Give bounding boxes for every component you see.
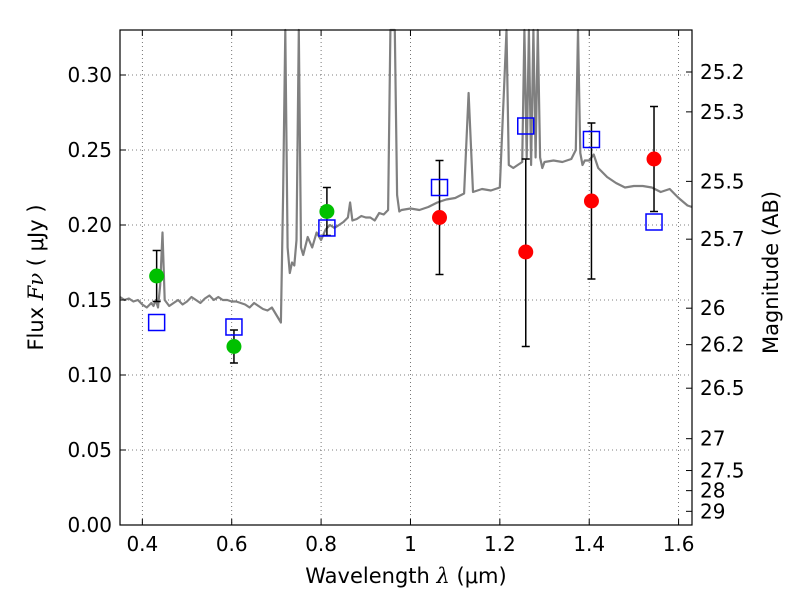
model-flux-square	[225, 318, 243, 336]
mag-tick-label: 25.5	[700, 169, 745, 193]
observed-flux-point	[319, 204, 335, 219]
mag-tick-label: 26	[700, 296, 725, 320]
markers-layer	[147, 117, 663, 354]
model-flux-square	[147, 313, 166, 332]
x-axis-label-symbol: λ	[436, 564, 450, 588]
mag-tick-label: 25.7	[700, 227, 745, 251]
observed-flux-point	[149, 268, 165, 284]
y-tick-label: 0.05	[67, 438, 112, 462]
x-tick-label: 1.6	[663, 532, 695, 556]
grid	[120, 30, 692, 526]
mag-tick-label: 27.5	[700, 459, 745, 483]
mag-tick-label: 29	[700, 499, 725, 523]
model-flux-square	[318, 219, 336, 237]
y-tick-label: 0.15	[67, 288, 112, 312]
model-flux-square	[517, 117, 535, 135]
mag-tick-label: 27	[700, 427, 725, 451]
x-tick-label: 0.8	[305, 532, 337, 556]
mag-tick-label: 25.3	[700, 100, 745, 124]
y-tick-label: 0.30	[67, 63, 112, 87]
plot-frame	[119, 29, 693, 526]
y-tick-label: 0.25	[67, 138, 112, 162]
mag-tick-label: 25.2	[700, 60, 745, 84]
observed-flux-point	[583, 193, 599, 209]
model-spectrum-line	[119, 28, 693, 324]
observed-flux-point	[432, 210, 448, 225]
observed-flux-point	[646, 151, 662, 167]
model-spectrum-layer	[119, 28, 693, 324]
mag-tick-label: 28	[700, 479, 725, 503]
y-axis-label-prefix: Flux	[24, 300, 48, 350]
mag-tick-label: 26.5	[700, 376, 745, 400]
ticks-layer: 0.4 0.6 0.8 1 1.2 1.4 1.6 0.00 0.05 0.10 0.15 0.20 0…	[67, 30, 745, 556]
x-tick-label: 0.4	[126, 532, 158, 556]
x-tick-label: 1.2	[484, 532, 516, 556]
y-axis-label-unit: ( μJy )	[24, 204, 48, 272]
y-axis-label-symbol: Fν	[24, 273, 48, 302]
x-axis-label: Wavelength λ (μm)	[305, 564, 506, 588]
y2-axis-label: Magnitude (AB)	[759, 191, 783, 354]
model-flux-square	[582, 130, 601, 149]
y-tick-label: 0.10	[67, 363, 112, 387]
x-tick-label: 0.6	[216, 532, 248, 556]
model-flux-square	[430, 178, 449, 197]
x-tick-label: 1	[404, 532, 417, 556]
y-axis-label: Flux Fν ( μJy )	[24, 204, 48, 350]
x-tick-label: 1.4	[573, 532, 605, 556]
observed-flux-point	[518, 244, 534, 260]
x-axis-label-prefix: Wavelength	[305, 564, 436, 588]
y-tick-label: 0.00	[67, 513, 112, 537]
observed-flux-point	[226, 339, 242, 354]
model-flux-square	[645, 213, 663, 231]
error-bars-layer	[152, 105, 659, 364]
y-tick-label: 0.20	[67, 213, 112, 237]
x-axis-label-unit: (μm)	[450, 564, 507, 588]
mag-tick-label: 26.2	[700, 333, 745, 357]
